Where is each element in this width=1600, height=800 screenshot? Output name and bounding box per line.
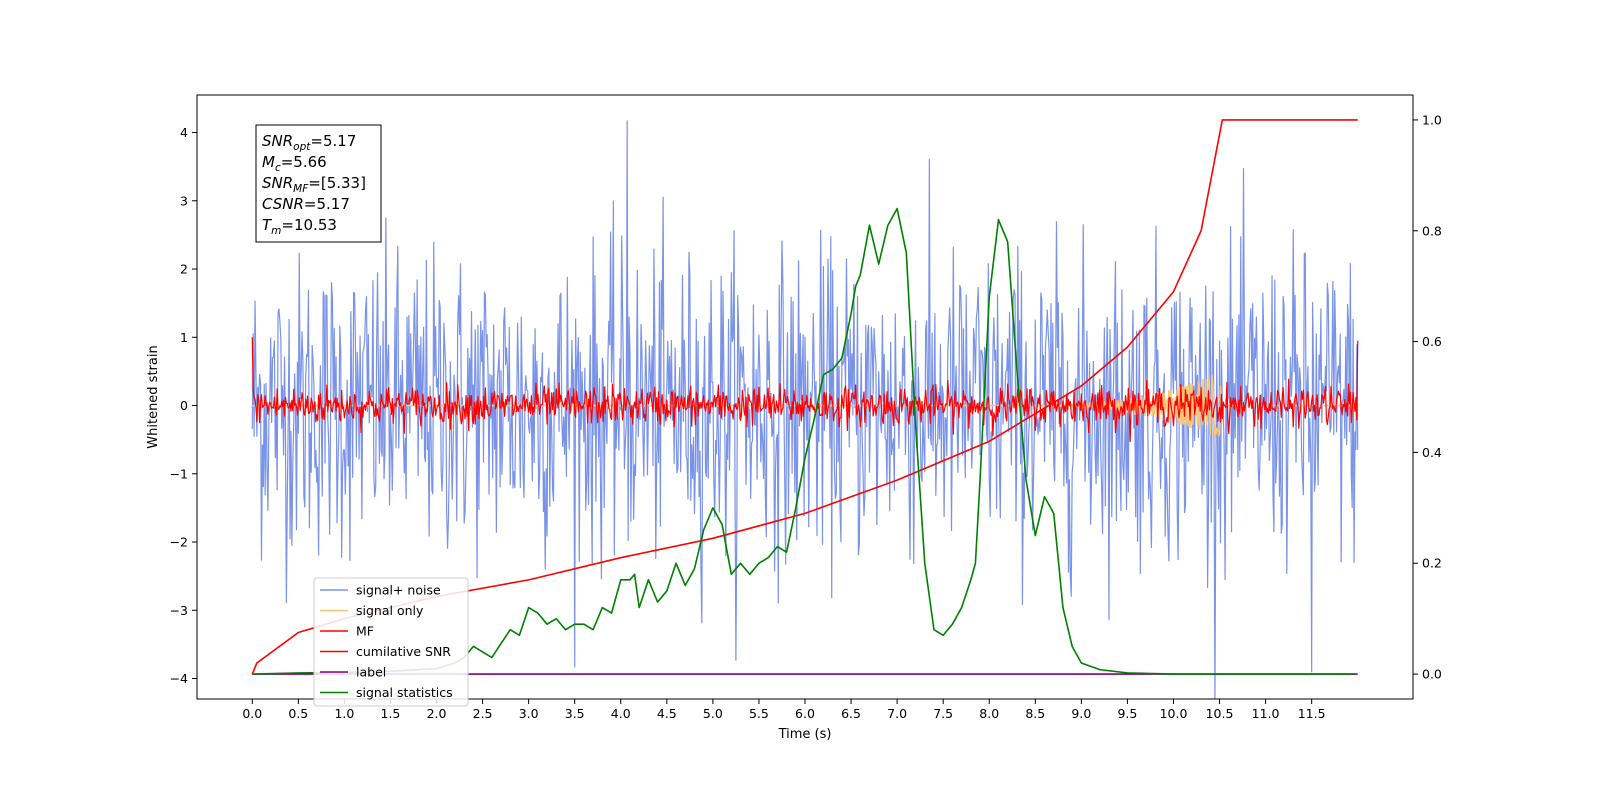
axis-ticks: 0.0 0.5 1.0 1.5 2.0 2.5 3.0 3.5 4.0 4.5 5.0 5.5 6.0 6…: [170, 112, 1442, 721]
x-tick-label: 4.0: [611, 706, 631, 721]
x-tick-label: 2.5: [473, 706, 493, 721]
x-tick-label: 9.0: [1071, 706, 1091, 721]
annotation-box-frame: [255, 124, 382, 243]
y-tick-label: 3: [180, 193, 188, 208]
x-tick-label: 10.5: [1206, 706, 1234, 721]
annotation-line: CSNR=5.17: [262, 195, 350, 213]
x-tick-label: 11.0: [1252, 706, 1280, 721]
x-tick-label: 5.0: [703, 706, 723, 721]
legend-label: MF: [356, 624, 374, 639]
x-tick-label: 9.5: [1117, 706, 1137, 721]
y-tick-label: 2: [180, 262, 188, 277]
y2-tick-label: 0.4: [1422, 445, 1442, 460]
y-axis-label: Whitened strain: [146, 345, 161, 448]
series-line-mf: [251, 337, 1359, 443]
x-tick-label: 5.5: [749, 706, 769, 721]
y2-tick-label: 0.8: [1422, 223, 1442, 238]
y-tick-label: 4: [180, 125, 188, 140]
legend-frame: [313, 577, 469, 707]
x-tick-label: 7.5: [933, 706, 953, 721]
annotation-line: SNRMF=[5.33]: [262, 174, 366, 195]
annotation-line: Mc=5.66: [262, 153, 327, 174]
y-tick-label: 0: [180, 398, 188, 413]
x-tick-label: 2.0: [427, 706, 447, 721]
y2-tick-label: 0.6: [1422, 334, 1442, 349]
legend-label: signal+ noise: [356, 583, 441, 598]
y-tick-label: −2: [170, 535, 188, 550]
x-tick-label: 8.5: [1025, 706, 1045, 721]
x-tick-label: 0.0: [242, 706, 262, 721]
series-line-signal-statistics: [252, 207, 1354, 675]
x-tick-label: 0.5: [288, 706, 308, 721]
x-tick-label: 11.5: [1298, 706, 1326, 721]
y2-tick-label: 0.2: [1422, 556, 1442, 571]
annotation-line: Tm=10.53: [262, 216, 337, 237]
legend-label: signal statistics: [356, 685, 453, 700]
y-tick-label: −4: [170, 671, 188, 686]
x-tick-label: 1.5: [381, 706, 401, 721]
series-line-signal-only: [252, 375, 1358, 437]
legend: signal+ noise signal only MF cumilative SNR…: [313, 577, 469, 707]
x-tick-label: 1.0: [334, 706, 354, 721]
x-tick-label: 8.0: [979, 706, 999, 721]
series-line-signal-noise: [251, 120, 1359, 699]
legend-label: signal only: [356, 603, 424, 618]
y-tick-label: −1: [170, 466, 188, 481]
legend-label: label: [356, 665, 386, 680]
y-tick-label: 1: [180, 330, 188, 345]
y2-tick-label: 1.0: [1422, 112, 1442, 127]
y2-tick-label: 0.0: [1422, 667, 1442, 682]
x-tick-label: 3.0: [519, 706, 539, 721]
legend-label: cumilative SNR: [356, 644, 451, 659]
x-tick-label: 4.5: [657, 706, 677, 721]
x-tick-label: 7.0: [887, 706, 907, 721]
x-axis-label: Time (s): [778, 727, 832, 742]
annotation-line: SNRopt=5.17: [262, 132, 356, 153]
x-tick-label: 3.5: [565, 706, 585, 721]
x-tick-label: 6.5: [841, 706, 861, 721]
y-tick-label: −3: [170, 603, 188, 618]
x-tick-label: 6.0: [795, 706, 815, 721]
x-tick-label: 10.0: [1160, 706, 1188, 721]
